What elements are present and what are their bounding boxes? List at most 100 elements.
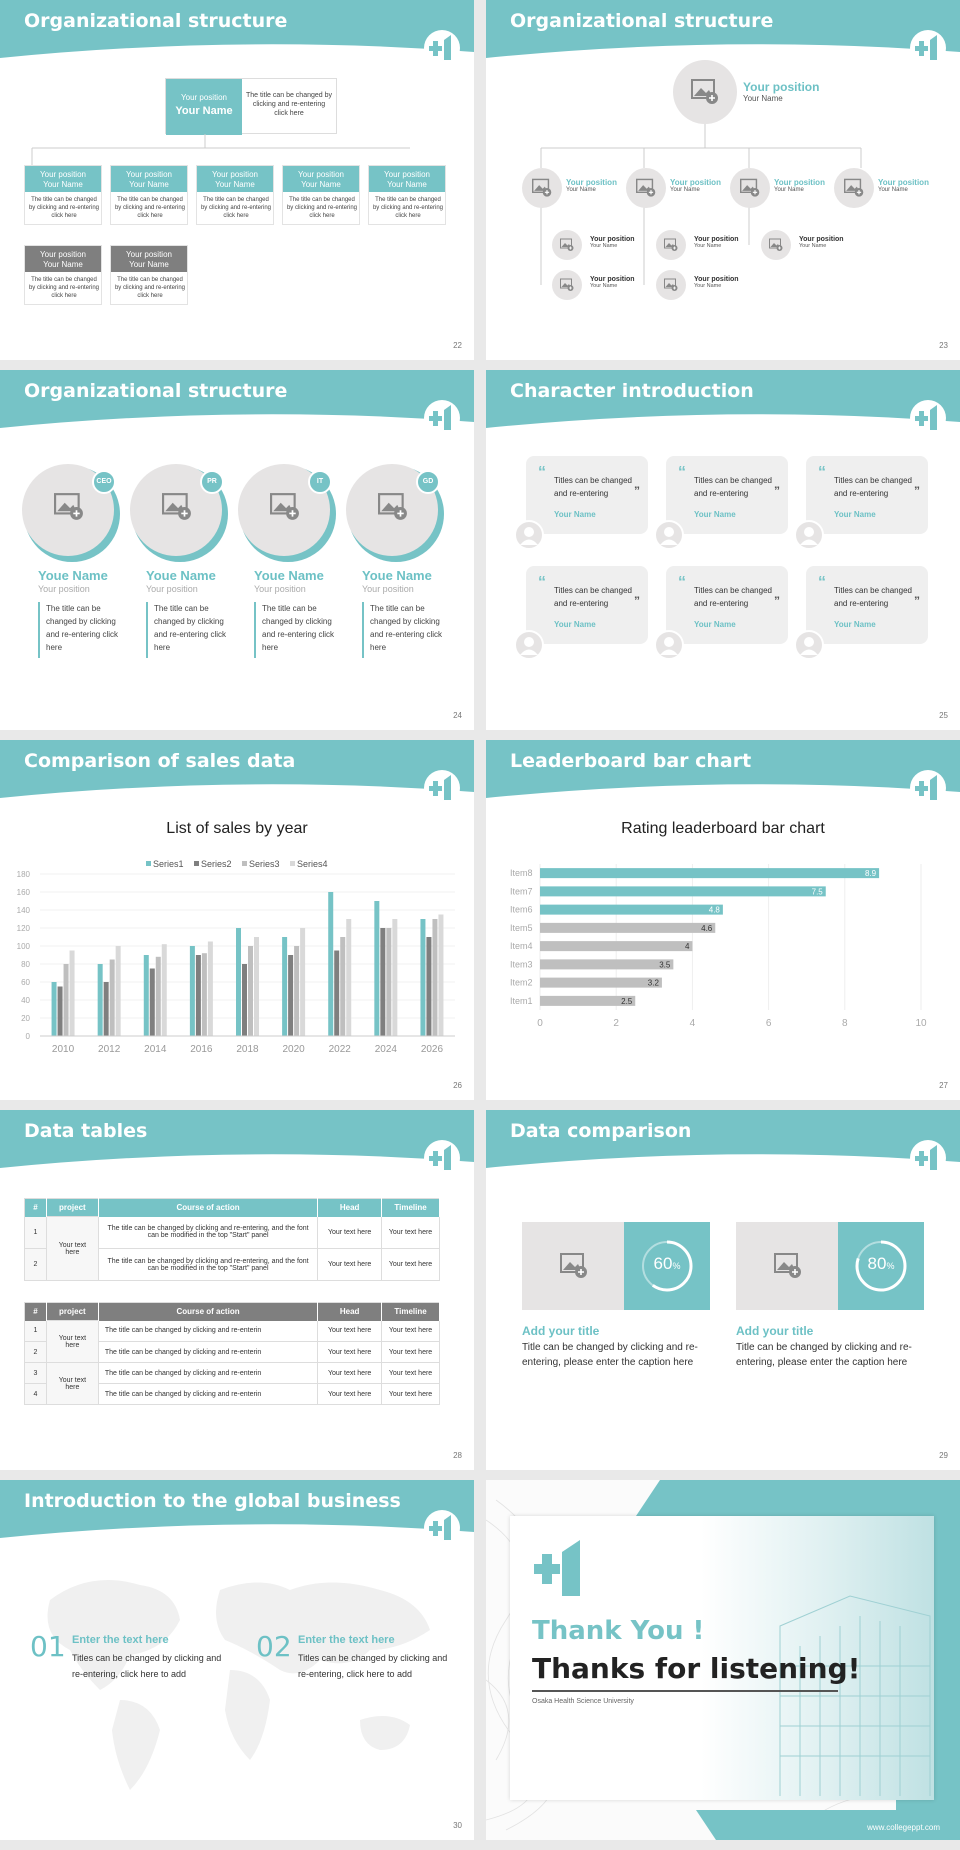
header-band	[486, 370, 960, 428]
table-cell: Your text here	[45, 1216, 99, 1281]
org-card[interactable]: Your position Your Name The title can be c…	[282, 165, 360, 225]
quote-card[interactable]: “ Titles can be changed and re-entering” Y…	[666, 566, 788, 644]
slide-24[interactable]: Organizational structure 24 CEO Youe Name…	[0, 370, 474, 730]
percent-box: 80%	[838, 1222, 924, 1310]
bar	[300, 928, 306, 1036]
x-tick-label: 2024	[375, 1044, 398, 1055]
table-row[interactable]: 3 Your text here The title can be changed …	[24, 1362, 440, 1405]
quote-name: Your Name	[694, 510, 736, 519]
quote-open-icon: “	[678, 464, 686, 481]
table-header-cell: Head	[317, 1198, 383, 1217]
org-card-header: Your position Your Name	[25, 166, 101, 192]
y-tick-label: 100	[17, 942, 31, 951]
thank-you-card: Thank You ! Thanks for listening! Osaka …	[510, 1516, 934, 1800]
percent-value: 80%	[851, 1254, 911, 1274]
slide-25[interactable]: Character introduction 25 “ Titles can be…	[486, 370, 960, 730]
slide-30[interactable]: Introduction to the global business 30 0…	[0, 1480, 474, 1840]
slide-26[interactable]: Comparison of sales data List of sales b…	[0, 740, 474, 1100]
org-card-header: Your position Your Name	[283, 166, 359, 192]
org-card[interactable]: Your position Your Name The title can be c…	[24, 165, 102, 225]
table-header-row: # project Course of action Head Timeline	[24, 1198, 440, 1217]
item-desc: Titles can be changed by clicking and re…	[72, 1653, 222, 1679]
table-row[interactable]: 2 The title can be changed by clicking an…	[24, 1248, 440, 1281]
org-card[interactable]: Your position Your Name The title can be c…	[368, 165, 446, 225]
slide-31[interactable]: Thank You ! Thanks for listening! Osaka …	[486, 1480, 960, 1840]
site-url[interactable]: www.collegeppt.com	[867, 1823, 940, 1832]
quote-card[interactable]: “ Titles can be changed and re-entering” Y…	[666, 456, 788, 534]
card-desc: The title can be changed by clicking and…	[200, 197, 272, 219]
slide-number: 24	[453, 711, 462, 720]
quote-name: Your Name	[554, 620, 596, 629]
sub-member-name: Your Name	[799, 243, 827, 249]
data-table: # project Course of action Head Timeline 1 You…	[24, 1198, 440, 1281]
bar	[426, 937, 432, 1036]
table-row[interactable]: 1 Your text here The title can be changed …	[24, 1320, 440, 1363]
x-tick-label: 2016	[190, 1044, 213, 1055]
y-tick-label: 180	[17, 870, 31, 879]
quote-card[interactable]: “ Titles can be changed and re-entering” Y…	[526, 456, 648, 534]
member-label: Your position Your Name	[670, 178, 721, 193]
slide-27[interactable]: Leaderboard bar chart Rating leaderboard…	[486, 740, 960, 1100]
table-row[interactable]: 1 Your text here The title can be changed …	[24, 1216, 440, 1281]
bar	[155, 956, 161, 1036]
org-card[interactable]: Your position Your Name The title can be c…	[110, 245, 188, 305]
item-number: 02	[256, 1630, 292, 1663]
bar	[540, 959, 674, 970]
table-cell: Your text here	[381, 1383, 440, 1405]
progress-ring	[851, 1236, 911, 1296]
category-label: Item8	[510, 868, 533, 878]
org-card[interactable]: Your position Your Name The title can be c…	[110, 165, 188, 225]
org-card[interactable]: Your position Your Name The title can be c…	[196, 165, 274, 225]
slide-number: 28	[453, 1451, 462, 1460]
table-row[interactable]: 2 The title can be changed by clicking an…	[24, 1341, 440, 1363]
card-desc: The title can be changed by clicking and…	[114, 197, 186, 219]
table-header-cell: project	[46, 1302, 99, 1321]
quote-card[interactable]: “ Titles can be changed and re-entering” Y…	[806, 456, 928, 534]
member-label: Your position Your Name	[566, 178, 617, 193]
bar	[115, 946, 121, 1036]
table-cell: Your text here	[317, 1216, 382, 1249]
bar-value-label: 4.8	[709, 906, 721, 915]
person-position: Your position	[362, 584, 414, 594]
image-placeholder-icon	[740, 178, 760, 198]
table-header-cell: Timeline	[381, 1198, 440, 1217]
header-band	[0, 740, 474, 798]
y-tick-label: 0	[26, 1032, 31, 1041]
category-label: Item4	[510, 941, 533, 951]
slide-28[interactable]: Data tables 28 # project Course of action H…	[0, 1110, 474, 1470]
bar	[294, 946, 300, 1036]
quote-text: Titles can be changed and re-entering	[554, 586, 632, 608]
x-tick-label: 2012	[98, 1044, 121, 1055]
table-cell: Your text here	[45, 1320, 99, 1363]
sales-bar-chart: Series1 Series2 Series3 Series4 0 20 40 60 80 100…	[17, 859, 455, 1055]
quote-card[interactable]: “ Titles can be changed and re-entering” Y…	[806, 566, 928, 644]
item-title: Add your title	[522, 1324, 600, 1338]
slide-22[interactable]: Organizational structure Your position Y…	[0, 0, 474, 360]
x-tick-label: 2014	[144, 1044, 167, 1055]
table-row[interactable]: 4 The title can be changed by clicking an…	[24, 1383, 440, 1405]
card-name: Your Name	[43, 260, 83, 269]
org-card[interactable]: Your position Your Name The title can be c…	[24, 245, 102, 305]
member-position: Your position	[878, 178, 929, 187]
slide-29[interactable]: Data comparison 29 60% Add your title Titl…	[486, 1110, 960, 1470]
image-placeholder-icon	[664, 278, 678, 292]
member-name: Your Name	[566, 187, 596, 193]
slide-23[interactable]: Organizational structure Your position Y…	[486, 0, 960, 360]
image-placeholder-icon	[532, 178, 552, 198]
bar	[195, 955, 201, 1036]
quote-card[interactable]: “ Titles can be changed and re-entering” Y…	[526, 566, 648, 644]
slide-title: Leaderboard bar chart	[510, 750, 752, 772]
image-placeholder-icon	[691, 79, 718, 104]
plus-one-logo-icon	[424, 400, 460, 436]
quote-text: Titles can be changed and re-entering	[694, 586, 772, 608]
category-label: Item2	[510, 978, 533, 988]
quote-name: Your Name	[834, 510, 876, 519]
table-cell: The title can be changed by clicking and…	[98, 1383, 318, 1405]
slide-title: Organizational structure	[510, 10, 774, 32]
percent-number: 80	[867, 1254, 887, 1273]
quote-close-icon: ”	[774, 484, 780, 498]
top-desc: The title can be changed by clicking and…	[246, 92, 333, 117]
bar	[540, 977, 662, 988]
header-band	[0, 370, 474, 428]
category-label: Item6	[510, 905, 533, 915]
